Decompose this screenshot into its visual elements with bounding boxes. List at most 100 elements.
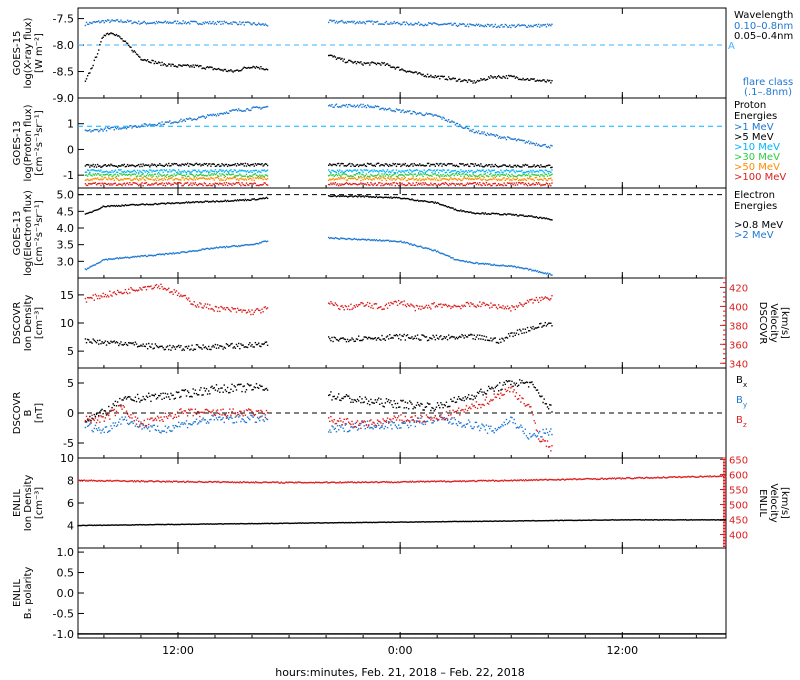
data-point xyxy=(402,163,404,165)
data-point xyxy=(91,297,93,299)
data-point xyxy=(469,305,471,307)
data-point xyxy=(393,177,395,180)
data-point xyxy=(104,174,107,176)
data-point xyxy=(387,239,390,242)
data-point xyxy=(192,303,194,306)
data-point xyxy=(104,176,107,179)
data-point xyxy=(94,177,97,180)
data-point xyxy=(200,177,202,179)
data-point xyxy=(330,195,332,198)
data-point xyxy=(121,164,123,166)
data-point xyxy=(168,178,170,180)
data-point xyxy=(449,183,451,185)
data-point xyxy=(132,125,134,128)
data-point xyxy=(529,171,531,173)
data-point xyxy=(545,81,548,83)
data-point xyxy=(327,54,330,57)
data-point xyxy=(369,177,371,179)
data-point xyxy=(380,398,382,400)
data-point xyxy=(519,328,521,331)
data-point xyxy=(375,175,378,177)
data-point xyxy=(541,80,543,82)
data-point xyxy=(225,169,228,171)
data-point xyxy=(373,62,375,64)
data-point xyxy=(159,162,161,165)
data-point xyxy=(471,303,473,305)
data-point xyxy=(158,61,160,63)
data-point xyxy=(181,389,183,391)
data-point xyxy=(361,164,363,167)
data-point xyxy=(264,240,267,242)
data-point xyxy=(392,178,394,180)
data-point xyxy=(234,163,237,165)
data-point xyxy=(257,387,260,389)
data-point xyxy=(211,200,213,203)
data-point xyxy=(263,175,265,178)
data-point xyxy=(216,344,219,346)
data-point xyxy=(221,69,223,71)
data-point xyxy=(225,178,228,180)
data-point xyxy=(336,174,339,177)
data-point xyxy=(236,245,239,248)
data-point xyxy=(383,308,385,310)
data-point xyxy=(260,163,262,166)
data-point xyxy=(140,179,142,181)
data-point xyxy=(416,184,419,186)
data-point xyxy=(130,183,132,186)
data-point xyxy=(155,175,158,178)
data-point xyxy=(90,169,92,171)
data-point xyxy=(233,183,235,186)
data-point xyxy=(234,176,237,179)
data-point xyxy=(100,184,102,187)
data-point xyxy=(465,125,468,128)
data-point xyxy=(495,175,498,177)
data-point xyxy=(497,166,500,168)
data-point xyxy=(477,184,480,186)
data-point xyxy=(342,171,344,174)
data-point xyxy=(485,336,488,338)
data-point xyxy=(545,179,548,181)
data-point xyxy=(340,177,342,179)
data-point xyxy=(191,173,193,176)
data-point xyxy=(189,171,191,173)
data-point xyxy=(395,165,398,168)
data-point xyxy=(482,212,484,214)
data-point xyxy=(483,213,485,215)
data-point xyxy=(366,104,369,106)
data-point xyxy=(384,171,387,174)
data-point xyxy=(475,306,478,308)
data-point xyxy=(446,79,449,81)
data-point xyxy=(211,385,213,388)
data-point xyxy=(195,201,198,203)
data-point xyxy=(435,184,438,186)
data-point xyxy=(148,175,150,177)
data-point xyxy=(359,62,361,64)
data-point xyxy=(91,130,93,132)
data-point xyxy=(332,177,334,180)
data-point xyxy=(434,338,437,341)
data-point xyxy=(88,212,90,214)
data-point xyxy=(339,308,341,311)
data-point xyxy=(486,132,489,134)
data-point xyxy=(417,200,420,202)
data-point xyxy=(364,396,367,398)
data-point xyxy=(129,292,131,294)
data-point xyxy=(469,177,471,180)
data-point xyxy=(444,303,447,306)
data-point xyxy=(266,344,269,347)
y-tick-label: 0 xyxy=(67,407,74,420)
data-point xyxy=(406,197,409,200)
data-point xyxy=(234,109,237,111)
data-point xyxy=(464,127,467,129)
data-point xyxy=(126,344,129,347)
data-point xyxy=(249,177,251,180)
data-point xyxy=(499,76,501,78)
data-point xyxy=(422,114,424,117)
data-point xyxy=(103,21,105,24)
data-point xyxy=(194,169,197,172)
data-point xyxy=(542,144,544,146)
data-point xyxy=(527,170,530,173)
data-point xyxy=(200,183,202,185)
data-point xyxy=(439,203,441,206)
